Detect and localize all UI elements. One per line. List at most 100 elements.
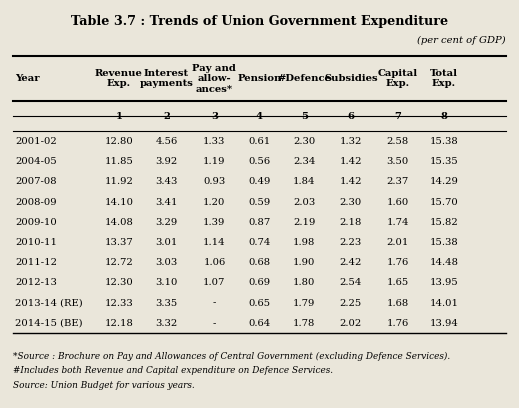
Text: 0.68: 0.68: [249, 258, 270, 267]
Text: 2010-11: 2010-11: [15, 238, 57, 247]
Text: #Includes both Revenue and Capital expenditure on Defence Services.: #Includes both Revenue and Capital expen…: [13, 366, 333, 375]
Text: 2008-09: 2008-09: [15, 197, 57, 206]
Text: 1.68: 1.68: [387, 299, 408, 308]
Text: 13.37: 13.37: [104, 238, 133, 247]
Text: 2.34: 2.34: [293, 157, 316, 166]
Text: 1.19: 1.19: [203, 157, 226, 166]
Text: 1.60: 1.60: [387, 197, 408, 206]
Text: -: -: [213, 319, 216, 328]
Text: 4: 4: [256, 112, 263, 121]
Text: 1.76: 1.76: [387, 258, 408, 267]
Text: Revenue
Exp.: Revenue Exp.: [95, 69, 143, 89]
Text: Capital
Exp.: Capital Exp.: [377, 69, 418, 89]
Text: 2004-05: 2004-05: [15, 157, 57, 166]
Text: 1.33: 1.33: [203, 137, 226, 146]
Text: 14.08: 14.08: [104, 218, 133, 227]
Text: 3: 3: [211, 112, 218, 121]
Text: 2.58: 2.58: [387, 137, 408, 146]
Text: 3.92: 3.92: [156, 157, 177, 166]
Text: 15.38: 15.38: [429, 137, 458, 146]
Text: 2011-12: 2011-12: [15, 258, 57, 267]
Text: 1.80: 1.80: [293, 278, 316, 287]
Text: #Defence: #Defence: [277, 74, 331, 83]
Text: 2007-08: 2007-08: [15, 177, 57, 186]
Text: -: -: [213, 299, 216, 308]
Text: 3.35: 3.35: [156, 299, 177, 308]
Text: 0.61: 0.61: [249, 137, 270, 146]
Text: 8: 8: [440, 112, 447, 121]
Text: 2.37: 2.37: [387, 177, 408, 186]
Text: 3.50: 3.50: [387, 157, 408, 166]
Text: 1.78: 1.78: [293, 319, 316, 328]
Text: 2: 2: [163, 112, 170, 121]
Text: 1.84: 1.84: [293, 177, 316, 186]
Text: 15.35: 15.35: [429, 157, 458, 166]
Text: Pension: Pension: [237, 74, 282, 83]
Text: 1.98: 1.98: [293, 238, 316, 247]
Text: 1.79: 1.79: [293, 299, 316, 308]
Text: 14.01: 14.01: [429, 299, 458, 308]
Text: 0.65: 0.65: [249, 299, 270, 308]
Text: 0.93: 0.93: [203, 177, 225, 186]
Text: Table 3.7 : Trends of Union Government Expenditure: Table 3.7 : Trends of Union Government E…: [71, 15, 448, 28]
Text: 2.30: 2.30: [293, 137, 315, 146]
Text: 3.43: 3.43: [155, 177, 178, 186]
Text: 1.42: 1.42: [339, 177, 362, 186]
Text: (per cent of GDP): (per cent of GDP): [417, 35, 506, 44]
Text: Source: Union Budget for various years.: Source: Union Budget for various years.: [13, 381, 195, 390]
Text: 5: 5: [301, 112, 308, 121]
Text: 0.49: 0.49: [248, 177, 271, 186]
Text: 13.95: 13.95: [429, 278, 458, 287]
Text: 12.18: 12.18: [104, 319, 133, 328]
Text: 1.20: 1.20: [203, 197, 226, 206]
Text: Year: Year: [15, 74, 39, 83]
Text: 12.33: 12.33: [104, 299, 133, 308]
Text: 2013-14 (RE): 2013-14 (RE): [15, 299, 83, 308]
Text: 14.10: 14.10: [104, 197, 133, 206]
Text: 0.74: 0.74: [248, 238, 271, 247]
Text: 2.02: 2.02: [340, 319, 362, 328]
Text: 2.25: 2.25: [340, 299, 362, 308]
Text: 1.06: 1.06: [203, 258, 225, 267]
Text: 15.38: 15.38: [429, 238, 458, 247]
Text: 2014-15 (BE): 2014-15 (BE): [15, 319, 83, 328]
Text: *Source : Brochure on Pay and Allowances of Central Government (excluding Defenc: *Source : Brochure on Pay and Allowances…: [13, 352, 450, 361]
Text: 0.64: 0.64: [249, 319, 270, 328]
Text: 11.85: 11.85: [104, 157, 133, 166]
Text: Interest
payments: Interest payments: [140, 69, 194, 89]
Text: 2.23: 2.23: [340, 238, 362, 247]
Text: 3.03: 3.03: [156, 258, 177, 267]
Text: 4.56: 4.56: [156, 137, 177, 146]
Text: 12.30: 12.30: [104, 278, 133, 287]
Text: 0.59: 0.59: [249, 197, 270, 206]
Text: 1.07: 1.07: [203, 278, 226, 287]
Text: 2.18: 2.18: [339, 218, 362, 227]
Text: 3.01: 3.01: [155, 238, 178, 247]
Text: 7: 7: [394, 112, 401, 121]
Text: 2.42: 2.42: [339, 258, 362, 267]
Text: 1.14: 1.14: [203, 238, 226, 247]
Text: Pay and
allow-
ances*: Pay and allow- ances*: [193, 64, 236, 94]
Text: 13.94: 13.94: [429, 319, 458, 328]
Text: 12.72: 12.72: [104, 258, 133, 267]
Text: 2.19: 2.19: [293, 218, 316, 227]
Text: 11.92: 11.92: [104, 177, 133, 186]
Text: 2.30: 2.30: [340, 197, 362, 206]
Text: 3.41: 3.41: [155, 197, 178, 206]
Text: 3.29: 3.29: [156, 218, 177, 227]
Text: 1.39: 1.39: [203, 218, 226, 227]
Text: 1.32: 1.32: [339, 137, 362, 146]
Text: 1.76: 1.76: [387, 319, 408, 328]
Text: 2.54: 2.54: [339, 278, 362, 287]
Text: 3.10: 3.10: [155, 278, 178, 287]
Text: 1.42: 1.42: [339, 157, 362, 166]
Text: 2001-02: 2001-02: [15, 137, 57, 146]
Text: 0.56: 0.56: [249, 157, 270, 166]
Text: 15.70: 15.70: [429, 197, 458, 206]
Text: 6: 6: [347, 112, 354, 121]
Text: 2009-10: 2009-10: [15, 218, 57, 227]
Text: 14.29: 14.29: [429, 177, 458, 186]
Text: 2012-13: 2012-13: [15, 278, 57, 287]
Text: 0.69: 0.69: [249, 278, 270, 287]
Text: 1.90: 1.90: [293, 258, 316, 267]
